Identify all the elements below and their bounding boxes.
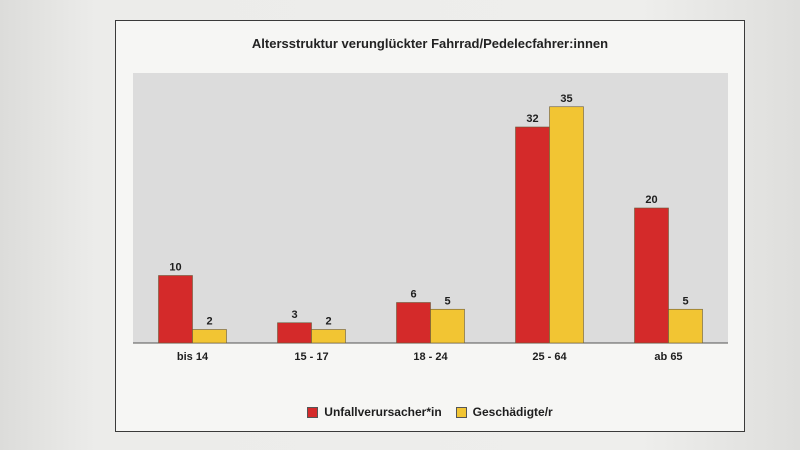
bars-group [158, 106, 703, 344]
bar-geschaedigte-4 [668, 308, 703, 344]
x-tick-label: 25 - 64 [532, 351, 567, 363]
bar-unfallverursacher-2 [396, 302, 431, 344]
data-label: 3 [291, 309, 297, 321]
x-tick-label: 18 - 24 [413, 351, 448, 363]
bar-unfallverursacher-4 [634, 207, 669, 344]
bar-geschaedigte-2 [430, 308, 465, 344]
legend-item-series-1: Unfallverursacher*in [307, 405, 442, 419]
data-label: 2 [325, 316, 331, 328]
data-label: 6 [410, 289, 416, 301]
bar-geschaedigte-3 [549, 106, 584, 344]
x-tick-label: bis 14 [177, 351, 209, 363]
x-tick-label: ab 65 [654, 351, 682, 363]
data-label: 5 [444, 295, 450, 307]
legend-swatch [455, 406, 467, 418]
data-label: 32 [526, 113, 538, 125]
chart-title: Altersstruktur verunglückter Fahrrad/Ped… [251, 36, 609, 51]
data-label: 10 [169, 262, 181, 274]
legend: Unfallverursacher*in Geschädigte/r [115, 405, 745, 419]
legend-label: Geschädigte/r [472, 405, 553, 419]
data-label: 20 [645, 194, 657, 206]
legend-item-series-2: Geschädigte/r [455, 405, 553, 419]
bar-geschaedigte-0 [192, 329, 227, 344]
legend-label: Unfallverursacher*in [324, 405, 442, 419]
bar-unfallverursacher-1 [277, 322, 312, 344]
x-tick-labels-group: bis 14 15 - 17 18 - 24 25 - 64 ab 65 [177, 351, 683, 363]
data-label: 5 [682, 295, 688, 307]
x-tick-label: 15 - 17 [294, 351, 328, 363]
plot-area [133, 73, 728, 343]
bar-unfallverursacher-0 [158, 275, 193, 344]
bar-geschaedigte-1 [311, 329, 346, 344]
bar-unfallverursacher-3 [515, 126, 550, 344]
data-label: 35 [560, 93, 572, 105]
legend-swatch [307, 406, 319, 418]
data-label: 2 [206, 316, 212, 328]
